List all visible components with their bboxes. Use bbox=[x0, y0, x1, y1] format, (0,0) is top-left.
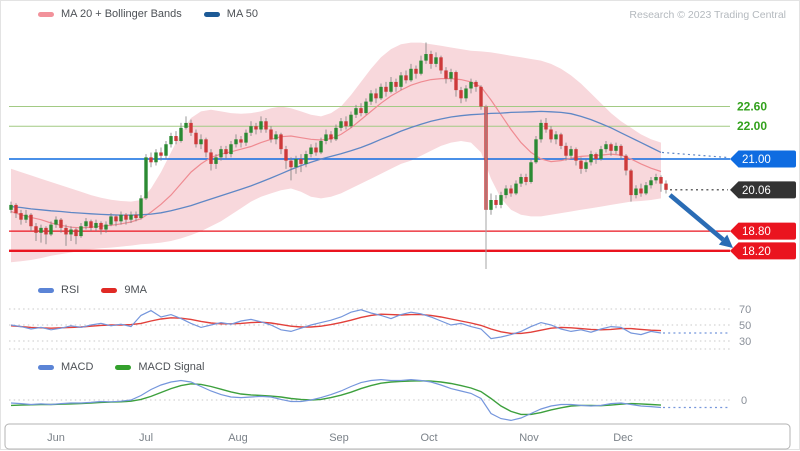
svg-text:Aug: Aug bbox=[228, 432, 248, 444]
svg-text:Jul: Jul bbox=[139, 432, 153, 444]
ma20-bollinger-swatch-icon bbox=[38, 11, 54, 17]
svg-text:70: 70 bbox=[739, 304, 751, 316]
svg-text:20.06: 20.06 bbox=[742, 185, 771, 197]
svg-text:Sep: Sep bbox=[329, 432, 349, 444]
svg-text:22.60: 22.60 bbox=[737, 100, 767, 114]
rsi-legend: RSI 9MA bbox=[38, 283, 169, 297]
legend-item-rsi: RSI bbox=[38, 283, 79, 297]
price-tags: 22.60 22.00 21.00 20.06 18.80 18.20 bbox=[730, 100, 796, 260]
macd-label: MACD bbox=[61, 361, 94, 373]
main-legend: MA 20 + Bollinger Bands MA 50 bbox=[38, 7, 280, 21]
macd-signal-swatch-icon bbox=[115, 364, 132, 370]
legend-item-9ma: 9MA bbox=[101, 283, 147, 297]
svg-text:Jun: Jun bbox=[47, 432, 65, 444]
svg-text:18.20: 18.20 bbox=[742, 246, 771, 258]
candlesticks bbox=[9, 42, 668, 246]
ma50-swatch-icon bbox=[203, 11, 220, 17]
price-level-lines bbox=[9, 106, 730, 253]
rsi-label: RSI bbox=[61, 284, 80, 296]
ma50-label: MA 50 bbox=[226, 8, 258, 20]
legend-item-ma20-bollinger: MA 20 + Bollinger Bands bbox=[38, 7, 182, 21]
svg-text:0: 0 bbox=[741, 395, 747, 407]
legend-item-macd: MACD bbox=[38, 360, 93, 374]
nine-ma-label: 9MA bbox=[124, 284, 147, 296]
rsi-panel: 70 50 30 bbox=[9, 304, 751, 350]
macd-swatch-icon bbox=[38, 364, 54, 370]
bollinger-band bbox=[11, 42, 661, 263]
svg-text:Oct: Oct bbox=[420, 432, 437, 444]
x-axis-box: Jun Jul Aug Sep Oct Nov Dec bbox=[4, 423, 791, 450]
svg-text:22.00: 22.00 bbox=[737, 119, 767, 133]
svg-text:18.80: 18.80 bbox=[742, 226, 771, 238]
nine-ma-swatch-icon bbox=[101, 287, 118, 293]
legend-item-macd-signal: MACD Signal bbox=[115, 360, 204, 374]
downtrend-arrow bbox=[668, 193, 733, 248]
macd-signal-label: MACD Signal bbox=[138, 361, 205, 373]
macd-legend: MACD MACD Signal bbox=[38, 360, 226, 374]
svg-text:Dec: Dec bbox=[613, 432, 633, 444]
svg-text:50: 50 bbox=[739, 320, 751, 332]
ma20-bollinger-label: MA 20 + Bollinger Bands bbox=[61, 8, 182, 20]
research-credit: Research © 2023 Trading Central bbox=[629, 9, 786, 21]
rsi-swatch-icon bbox=[38, 287, 54, 293]
annotations bbox=[485, 104, 729, 269]
svg-text:30: 30 bbox=[739, 336, 751, 348]
macd-panel: 0 bbox=[9, 378, 747, 422]
svg-text:21.00: 21.00 bbox=[742, 154, 771, 166]
svg-text:Nov: Nov bbox=[519, 432, 539, 444]
legend-item-ma50: MA 50 bbox=[203, 7, 258, 21]
